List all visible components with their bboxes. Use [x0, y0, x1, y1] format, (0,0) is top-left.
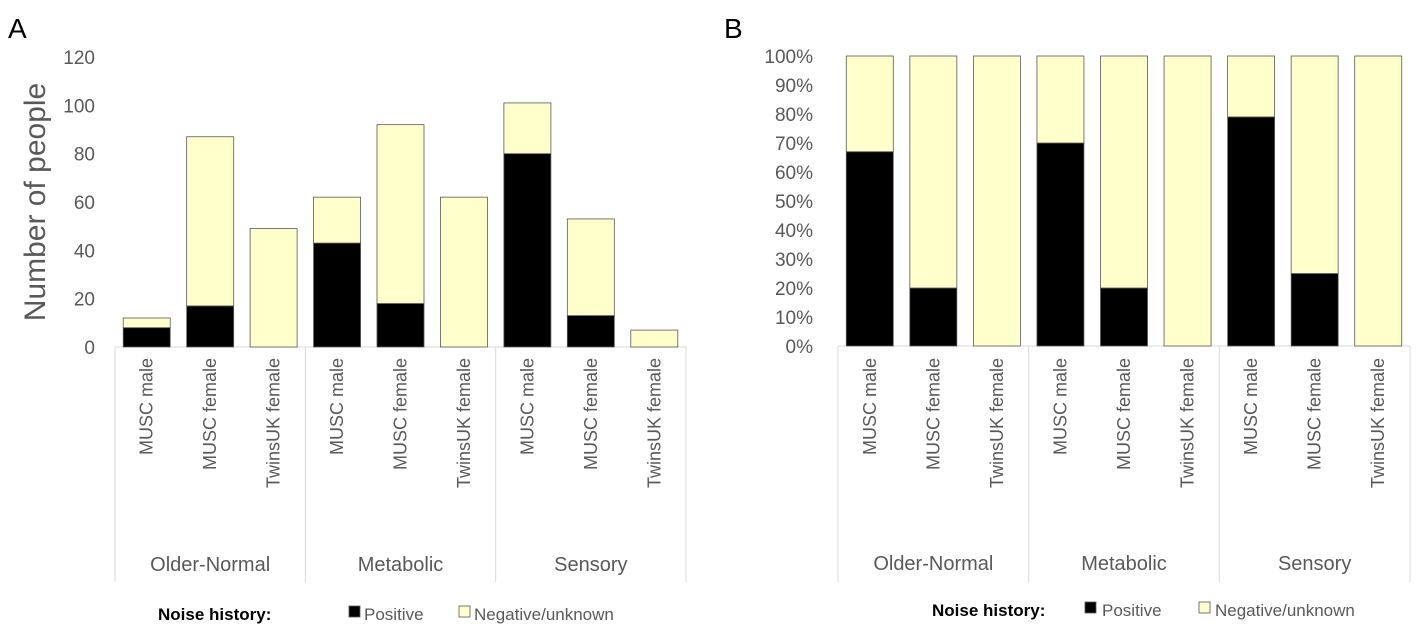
panel-a-bar-negative-6 — [503, 102, 552, 155]
panel-b-bar-negative-3 — [1036, 55, 1085, 144]
panel-a-bar-positive-6 — [503, 153, 552, 348]
panel-a-category-label: MUSC female — [391, 358, 411, 470]
panel-b-y-tick-label: 70% — [775, 134, 813, 155]
panel-a-category-label: MUSC female — [581, 358, 601, 470]
panel-a-y-tick-label: 120 — [63, 48, 95, 69]
panel-a-group-label: Sensory — [554, 554, 627, 576]
panel-b-legend-negative-label: Negative/unknown — [1215, 601, 1355, 620]
panel-a-category-label: TwinsUK female — [264, 358, 284, 488]
panel-b-bar-positive-3 — [1036, 142, 1085, 347]
panel-b-category-label: TwinsUK female — [1368, 358, 1388, 488]
panel-a-legend: Noise history: Positive Negative/unknown — [158, 605, 614, 624]
panel-b-category-label: MUSC male — [860, 358, 880, 455]
panel-a-y-tick-label: 60 — [74, 193, 95, 214]
panel-a-bar-positive-0 — [122, 327, 171, 348]
panel-b-y-tick-label: 20% — [775, 279, 813, 300]
panel-a-category-label: TwinsUK female — [454, 358, 474, 488]
panel-a-bar-positive-1 — [186, 305, 235, 348]
panel-a-legend-negative-label: Negative/unknown — [474, 605, 614, 624]
panel-a-bar-positive-7 — [566, 315, 615, 348]
panel-a-category-label: MUSC male — [137, 358, 157, 455]
panel-b-y-tick-label: 40% — [775, 221, 813, 242]
panel-b-y-tick-label: 10% — [775, 308, 813, 329]
panel-b-legend-negative-swatch — [1198, 601, 1211, 614]
panel-a-group-label: Older-Normal — [150, 554, 270, 576]
panel-a-bar-negative-3 — [313, 196, 361, 244]
panel-b-bar-negative-2 — [972, 55, 1021, 347]
panel-b-bar-negative-6 — [1227, 55, 1276, 118]
panel-a-category-label: TwinsUK female — [644, 358, 664, 488]
panel-b-y-tick-label: 30% — [775, 250, 813, 271]
panel-a-y-tick-label: 40 — [74, 241, 95, 262]
panel-b-bar-positive-0 — [845, 151, 894, 347]
panel-b-bar-negative-7 — [1290, 55, 1339, 274]
panel-b-category-label: TwinsUK female — [1178, 358, 1198, 488]
panel-b-category-label: MUSC female — [923, 358, 943, 470]
panel-b-y-tick-label: 80% — [775, 105, 813, 126]
panel-a-category-label: MUSC male — [517, 358, 537, 455]
panel-b-legend: Noise history: Positive Negative/unknown — [932, 601, 1355, 620]
panel-b-bar-positive-4 — [1100, 287, 1148, 347]
panel-a-legend-title: Noise history: — [158, 605, 271, 624]
panel-b-category-label: MUSC male — [1241, 358, 1261, 455]
panel-b-legend-title: Noise history: — [932, 601, 1045, 620]
panel-b-y-tick-label: 90% — [775, 76, 813, 97]
panel-a-legend-positive-label: Positive — [364, 605, 424, 624]
panel-a-y-tick-label: 20 — [74, 290, 95, 311]
panel-a-bar-positive-4 — [376, 303, 425, 348]
panel-b-bar-positive-6 — [1227, 116, 1276, 347]
panel-b-bar-negative-1 — [909, 55, 958, 289]
panel-b-category-label: TwinsUK female — [987, 358, 1007, 488]
panel-b-group-label: Metabolic — [1081, 553, 1167, 575]
panel-a-y-tick-label: 0 — [84, 338, 95, 359]
panel-a-bar-negative-1 — [186, 136, 235, 307]
panel-a-bar-negative-8 — [630, 329, 679, 348]
panel-b-letter: B — [724, 13, 743, 44]
panel-a-legend-negative-swatch — [458, 605, 471, 618]
panel-a-category-label: MUSC male — [327, 358, 347, 455]
panel-b-bar-positive-7 — [1290, 273, 1339, 347]
panel-b-group-label: Sensory — [1278, 553, 1351, 575]
panel-a-legend-positive-swatch — [348, 605, 361, 618]
panel-b-bar-positive-1 — [909, 287, 958, 347]
panel-a-y-tick-label: 80 — [74, 145, 95, 166]
panel-b-bar-negative-8 — [1354, 55, 1403, 347]
panel-b-bar-negative-4 — [1100, 55, 1148, 289]
panel-b-bar-negative-5 — [1163, 55, 1212, 347]
panel-b-y-tick-label: 100% — [764, 47, 813, 68]
panel-a-bar-negative-2 — [249, 228, 298, 348]
panel-a-y-tick-label: 100 — [63, 96, 95, 117]
panel-a-y-axis-label: Number of people — [19, 83, 52, 321]
panel-b-group-label: Older-Normal — [873, 553, 993, 575]
panel-a-bar-negative-5 — [440, 196, 488, 348]
panel-a-bar-positive-3 — [313, 242, 361, 348]
panel-a-bar-negative-0 — [122, 317, 171, 329]
panel-b-y-tick-label: 0% — [786, 337, 814, 358]
panel-b-legend-positive-swatch — [1084, 601, 1097, 614]
panel-b: B 0% 10% 20% 30% 40% 50% 60% 70% 80% 90% 100% Older… — [724, 13, 1411, 620]
panel-a-bar-negative-4 — [376, 124, 425, 304]
panel-b-y-tick-label: 50% — [775, 192, 813, 213]
panel-a-bar-negative-7 — [566, 218, 615, 316]
panel-a-category-label: MUSC female — [200, 358, 220, 470]
panel-a-plot-area: 0 20 40 60 80 100 120 Older-Normal Metabolic Sens… — [63, 48, 687, 582]
panel-b-bar-negative-0 — [845, 55, 894, 153]
panel-b-legend-positive-label: Positive — [1102, 601, 1162, 620]
panel-a: A Number of people 0 20 40 60 80 100 120 Older-… — [8, 13, 687, 624]
panel-b-category-label: MUSC female — [1305, 358, 1325, 470]
panel-a-letter: A — [8, 13, 27, 44]
panel-a-group-label: Metabolic — [358, 554, 444, 576]
panel-b-plot-area: 0% 10% 20% 30% 40% 50% 60% 70% 80% 90% 100% Older-N… — [764, 47, 1411, 582]
panel-b-category-label: MUSC male — [1050, 358, 1070, 455]
panel-b-y-tick-label: 60% — [775, 163, 813, 184]
panel-b-category-label: MUSC female — [1114, 358, 1134, 470]
